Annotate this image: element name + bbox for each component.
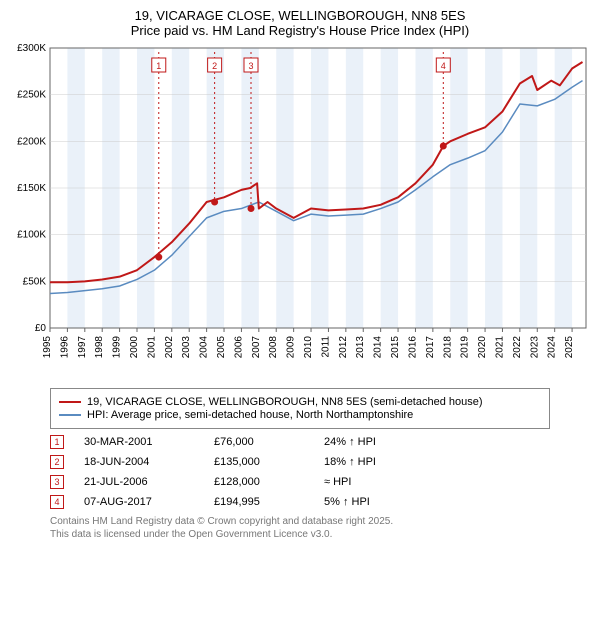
svg-text:2013: 2013: [355, 336, 366, 359]
sales-list: 1 30-MAR-2001 £76,000 24% ↑ HPI 2 18-JUN-2004…: [50, 435, 550, 509]
svg-text:2021: 2021: [494, 336, 505, 359]
svg-text:2023: 2023: [529, 336, 540, 359]
chart-legend: 19, VICARAGE CLOSE, WELLINGBOROUGH, NN8 …: [50, 388, 550, 429]
svg-text:2011: 2011: [320, 336, 331, 358]
sale-diff: 5% ↑ HPI: [324, 496, 434, 508]
sale-price: £135,000: [214, 456, 304, 468]
svg-text:1995: 1995: [42, 336, 53, 359]
svg-text:2009: 2009: [286, 336, 297, 359]
svg-text:£50K: £50K: [23, 276, 47, 287]
svg-text:2004: 2004: [199, 336, 210, 359]
svg-text:2007: 2007: [251, 336, 262, 359]
svg-text:4: 4: [441, 61, 446, 71]
svg-text:2010: 2010: [303, 336, 314, 359]
sale-price: £128,000: [214, 476, 304, 488]
sale-date: 21-JUL-2006: [84, 476, 194, 488]
svg-text:1996: 1996: [59, 336, 70, 359]
svg-text:2019: 2019: [460, 336, 471, 359]
chart-title-block: 19, VICARAGE CLOSE, WELLINGBOROUGH, NN8 …: [8, 8, 592, 38]
svg-text:2025: 2025: [564, 336, 575, 359]
sale-row: 2 18-JUN-2004 £135,000 18% ↑ HPI: [50, 455, 550, 469]
sale-badge: 2: [50, 455, 64, 469]
footer-line1: Contains HM Land Registry data © Crown c…: [50, 515, 592, 528]
legend-swatch-red: [59, 401, 81, 404]
svg-text:1998: 1998: [94, 336, 105, 359]
sale-price: £194,995: [214, 496, 304, 508]
sale-row: 1 30-MAR-2001 £76,000 24% ↑ HPI: [50, 435, 550, 449]
chart-svg: £0 £50K £100K £150K £200K £250K £300K 1995 1996 1…: [8, 42, 592, 382]
svg-text:£150K: £150K: [17, 183, 46, 194]
sale-price: £76,000: [214, 436, 304, 448]
svg-text:2022: 2022: [512, 336, 523, 359]
svg-text:2008: 2008: [268, 336, 279, 359]
sale-date: 30-MAR-2001: [84, 436, 194, 448]
sale-diff: 18% ↑ HPI: [324, 456, 434, 468]
svg-text:£200K: £200K: [17, 136, 46, 147]
svg-text:1: 1: [156, 61, 161, 71]
legend-label-blue: HPI: Average price, semi-detached house,…: [87, 409, 413, 421]
svg-text:1997: 1997: [77, 336, 88, 359]
svg-text:2014: 2014: [373, 336, 384, 359]
legend-row-red: 19, VICARAGE CLOSE, WELLINGBOROUGH, NN8 …: [59, 396, 541, 408]
sale-date: 07-AUG-2017: [84, 496, 194, 508]
legend-label-red: 19, VICARAGE CLOSE, WELLINGBOROUGH, NN8 …: [87, 396, 483, 408]
sale-date: 18-JUN-2004: [84, 456, 194, 468]
svg-text:2020: 2020: [477, 336, 488, 359]
svg-text:2018: 2018: [442, 336, 453, 359]
footer-attribution: Contains HM Land Registry data © Crown c…: [50, 515, 592, 541]
svg-text:1999: 1999: [112, 336, 123, 359]
svg-text:2003: 2003: [181, 336, 192, 359]
svg-text:2024: 2024: [547, 336, 558, 359]
svg-text:2017: 2017: [425, 336, 436, 359]
sale-badge: 4: [50, 495, 64, 509]
svg-text:3: 3: [248, 61, 253, 71]
svg-text:2012: 2012: [338, 336, 349, 359]
svg-text:2015: 2015: [390, 336, 401, 359]
sale-badge: 3: [50, 475, 64, 489]
legend-row-blue: HPI: Average price, semi-detached house,…: [59, 409, 541, 421]
svg-text:2002: 2002: [164, 336, 175, 359]
svg-text:2000: 2000: [129, 336, 140, 359]
svg-text:£300K: £300K: [17, 43, 46, 54]
svg-text:2006: 2006: [233, 336, 244, 359]
svg-text:£250K: £250K: [17, 90, 46, 101]
svg-text:£100K: £100K: [17, 230, 46, 241]
sale-diff: ≈ HPI: [324, 476, 434, 488]
svg-text:2005: 2005: [216, 336, 227, 359]
svg-text:2001: 2001: [146, 336, 157, 359]
price-chart: £0 £50K £100K £150K £200K £250K £300K 1995 1996 1…: [8, 42, 592, 382]
svg-text:2: 2: [212, 61, 217, 71]
svg-text:£0: £0: [35, 323, 47, 334]
chart-title-line1: 19, VICARAGE CLOSE, WELLINGBOROUGH, NN8 …: [8, 8, 592, 23]
sale-badge: 1: [50, 435, 64, 449]
footer-line2: This data is licensed under the Open Gov…: [50, 528, 592, 541]
sale-row: 4 07-AUG-2017 £194,995 5% ↑ HPI: [50, 495, 550, 509]
svg-text:2016: 2016: [407, 336, 418, 359]
chart-title-line2: Price paid vs. HM Land Registry's House …: [8, 23, 592, 38]
legend-swatch-blue: [59, 414, 81, 416]
sale-row: 3 21-JUL-2006 £128,000 ≈ HPI: [50, 475, 550, 489]
sale-diff: 24% ↑ HPI: [324, 436, 434, 448]
